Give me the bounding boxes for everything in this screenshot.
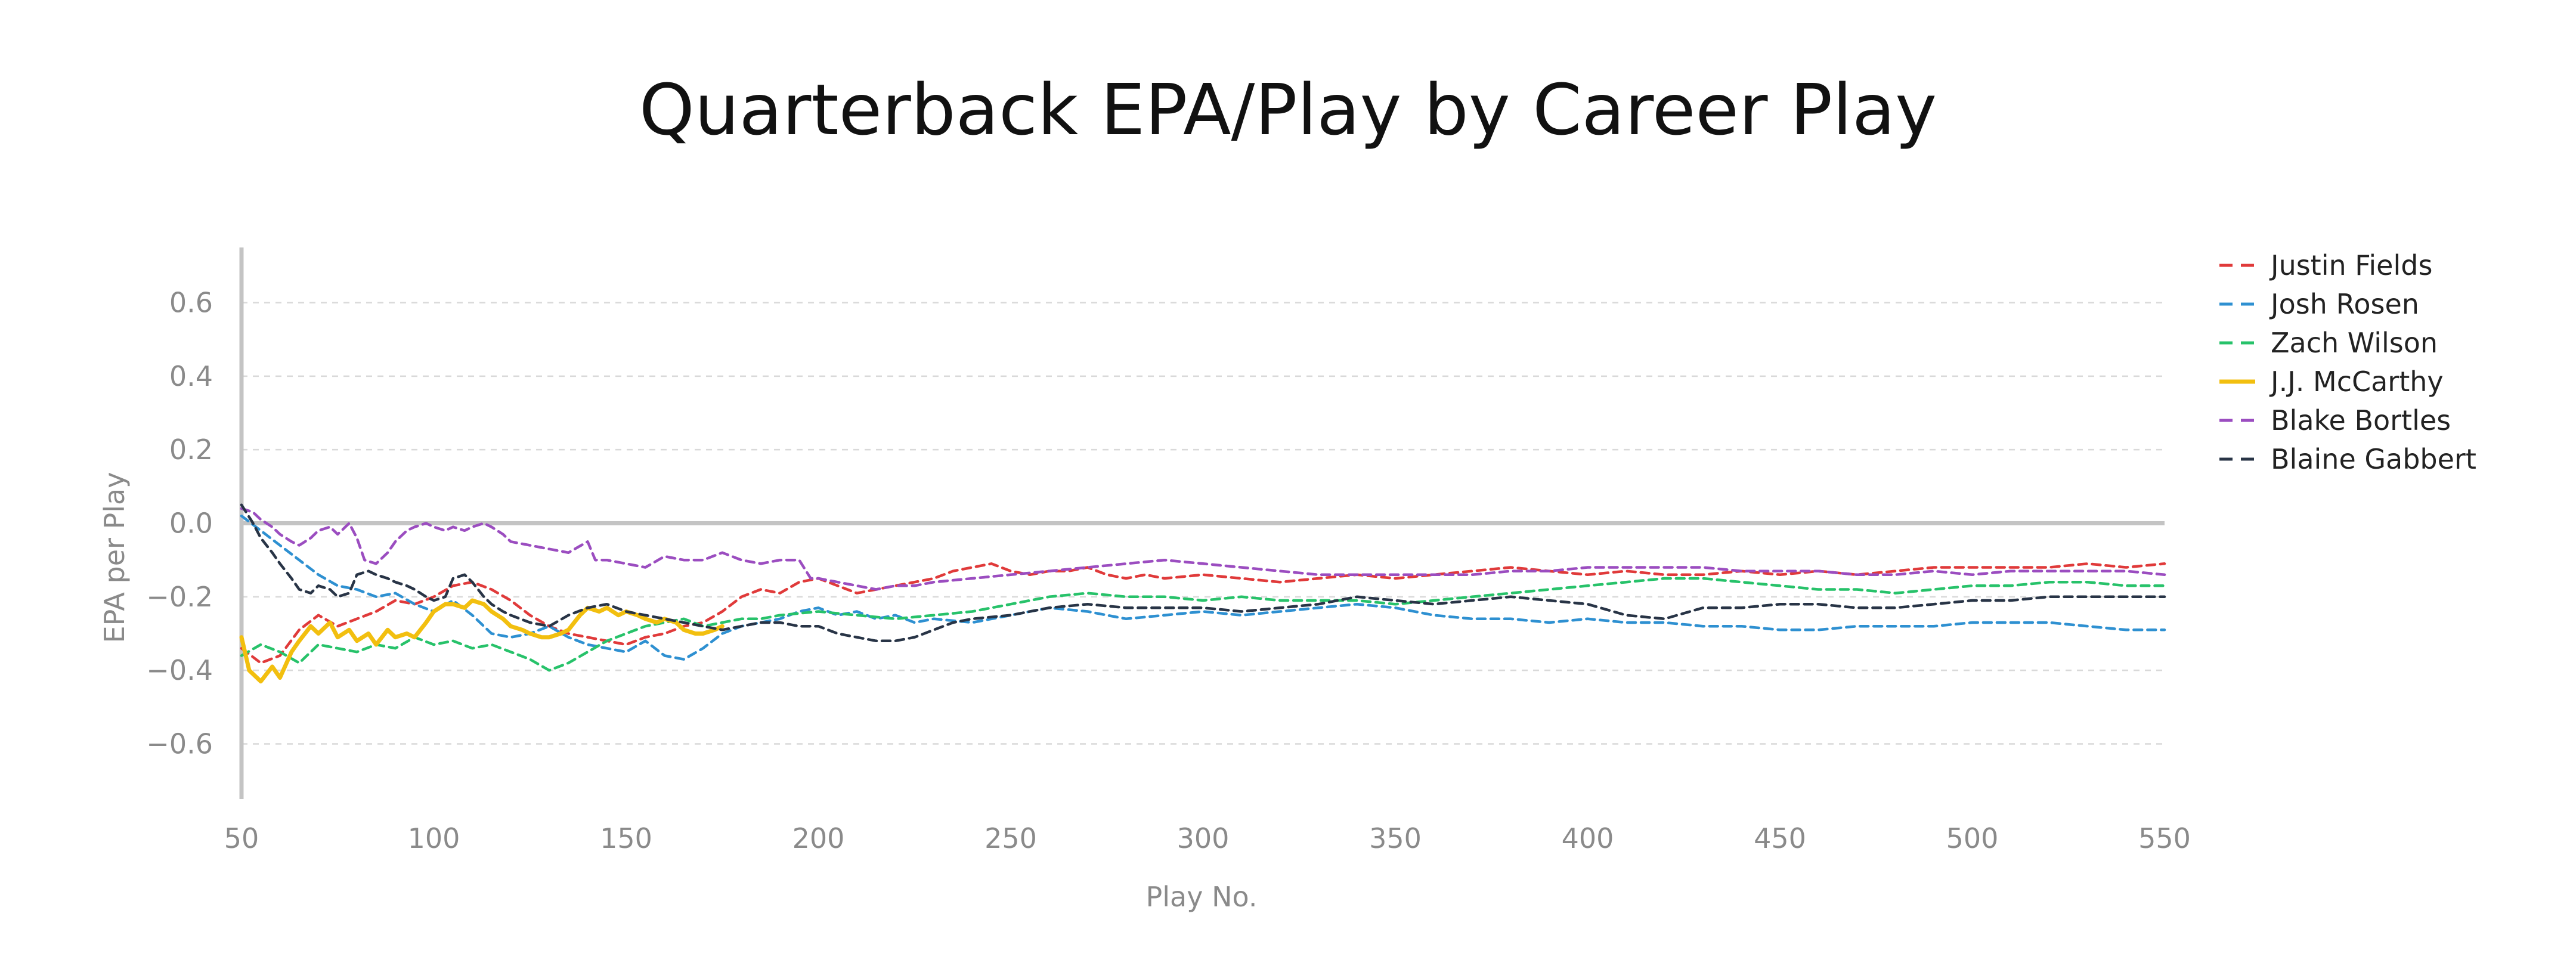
x-axis-label: Play No. — [1146, 881, 1258, 913]
series-line-j-j-mccarthy — [239, 598, 724, 684]
y-axis-label: EPA per Play — [98, 472, 131, 643]
x-tick-label: 50 — [224, 822, 259, 854]
series-lines — [239, 503, 2166, 684]
legend-label: J.J. McCarthy — [2269, 366, 2444, 398]
legend-label: Zach Wilson — [2271, 327, 2438, 359]
y-tick-label: −0.6 — [146, 728, 213, 760]
legend: Justin Fields Josh Rosen Zach Wilson J.J. M… — [2219, 249, 2476, 475]
legend-label: Josh Rosen — [2269, 288, 2419, 320]
tick-labels: 0.6 0.4 0.2 0.0 −0.2 −0.4 −0.6 50 100 150 200 250 30… — [146, 287, 2191, 855]
y-tick-label: −0.2 — [146, 581, 213, 613]
x-tick-label: 400 — [1562, 822, 1614, 854]
x-tick-label: 500 — [1946, 822, 1999, 854]
y-tick-label: 0.2 — [169, 434, 213, 466]
legend-label: Justin Fields — [2269, 249, 2432, 281]
x-tick-label: 450 — [1754, 822, 1806, 854]
series-line-blake-bortles — [240, 507, 2166, 591]
chart-title: Quarterback EPA/Play by Career Play — [639, 69, 1937, 151]
series-line-blaine-gabbert — [240, 503, 2166, 643]
legend-label: Blaine Gabbert — [2271, 443, 2476, 475]
y-tick-label: 0.6 — [169, 287, 213, 319]
x-tick-label: 100 — [408, 822, 460, 854]
x-tick-label: 200 — [792, 822, 845, 854]
y-tick-label: −0.4 — [146, 654, 213, 686]
grid-lines — [242, 302, 2165, 745]
x-tick-label: 150 — [600, 822, 652, 854]
x-tick-label: 300 — [1177, 822, 1230, 854]
y-tick-label: 0.4 — [169, 360, 213, 392]
legend-label: Blake Bortles — [2271, 404, 2451, 436]
x-tick-label: 250 — [984, 822, 1037, 854]
x-tick-label: 350 — [1369, 822, 1422, 854]
series-line-justin-fields — [240, 562, 2166, 665]
series-line-josh-rosen — [240, 514, 2166, 661]
axes — [239, 247, 2165, 799]
x-tick-label: 550 — [2138, 822, 2191, 854]
series-line-zach-wilson — [240, 577, 2166, 672]
y-tick-label: 0.0 — [169, 507, 213, 540]
